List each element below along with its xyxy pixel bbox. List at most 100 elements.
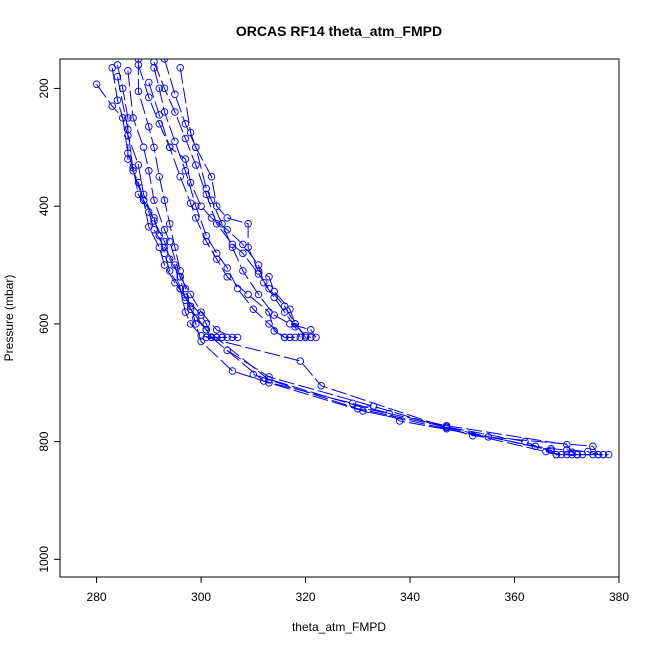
data-point (171, 137, 179, 146)
data-point (270, 327, 278, 335)
x-tick-label: 380 (609, 590, 629, 604)
data-point (181, 120, 190, 128)
data-point (385, 409, 393, 418)
data-point (176, 64, 184, 72)
data-point (212, 326, 221, 334)
data-point (563, 440, 571, 449)
data-point (233, 333, 242, 342)
data-point (145, 223, 153, 231)
data-point (155, 243, 164, 252)
data-point (150, 217, 158, 225)
data-point (228, 240, 237, 249)
data-point (296, 357, 305, 365)
data-point (291, 323, 299, 331)
data-point (186, 320, 195, 328)
data-point (160, 261, 169, 269)
data-point (160, 196, 169, 205)
data-point (124, 131, 132, 140)
data-point (108, 64, 116, 72)
data-point (176, 284, 184, 293)
data-point (589, 442, 597, 451)
series-line (206, 336, 593, 456)
data-point (124, 114, 132, 122)
data-point (155, 111, 164, 119)
series-line (153, 61, 311, 338)
data-point (150, 59, 158, 66)
data-point (134, 161, 143, 169)
data-point (160, 237, 169, 246)
series-line (96, 84, 222, 338)
data-point (165, 220, 174, 228)
data-point (150, 196, 158, 205)
data-point (186, 290, 195, 299)
data-point (202, 190, 211, 199)
data-point (165, 143, 174, 152)
data-point (212, 333, 221, 342)
data-point (165, 237, 174, 246)
data-point (265, 320, 273, 328)
x-axis-label: theta_atm_FMPD (292, 620, 386, 634)
data-point (223, 333, 231, 342)
data-point (265, 273, 273, 281)
data-point (244, 290, 252, 299)
data-point (270, 287, 278, 296)
data-point (233, 284, 242, 293)
data-point (160, 84, 169, 93)
series-16 (249, 370, 608, 459)
data-point (442, 421, 451, 430)
data-point (202, 237, 211, 246)
series-line (211, 337, 604, 456)
series-line (111, 67, 238, 338)
series-11 (176, 64, 315, 342)
x-axis: 280 300 320 340 360 380 (87, 577, 629, 604)
data-point (181, 134, 190, 143)
data-point (129, 114, 137, 122)
series-line (117, 64, 583, 456)
data-point (186, 199, 195, 207)
data-point (113, 96, 122, 104)
data-point (286, 305, 294, 313)
chart-title: ORCAS RF14 theta_atm_FMPD (236, 23, 442, 39)
data-point (150, 64, 158, 72)
data-point (155, 84, 164, 93)
data-point (202, 326, 211, 334)
plot-frame (59, 58, 620, 578)
data-point (202, 184, 211, 193)
series-line (179, 67, 311, 338)
data-point (176, 172, 184, 181)
data-point (547, 446, 555, 455)
data-point (212, 202, 221, 210)
data-point (202, 231, 211, 240)
series-5 (150, 64, 299, 342)
data-point (249, 305, 258, 313)
data-point (124, 67, 132, 75)
y-axis-label: Pressure (mbar) (2, 275, 16, 362)
series-7 (134, 61, 294, 342)
data-point (171, 108, 179, 116)
data-point (145, 122, 153, 131)
data-point (296, 333, 305, 342)
data-point (317, 381, 325, 390)
data-point (171, 278, 179, 287)
data-point (197, 202, 205, 210)
data-point (228, 367, 237, 375)
data-point (265, 373, 273, 381)
data-point (192, 214, 200, 222)
data-point (223, 264, 231, 272)
data-point (176, 273, 184, 281)
data-point (604, 450, 613, 459)
data-point (145, 167, 153, 175)
data-point (468, 431, 477, 440)
y-axis: 200 400 600 800 1000 (37, 78, 60, 573)
series-line (148, 82, 301, 338)
data-point (223, 225, 231, 234)
data-point (129, 167, 137, 175)
series-8 (150, 59, 315, 342)
data-point (223, 214, 231, 222)
data-point (395, 417, 404, 425)
series-line (153, 67, 296, 338)
data-point (239, 249, 247, 258)
data-point (207, 172, 216, 181)
data-point (192, 320, 200, 328)
data-point (212, 255, 221, 263)
